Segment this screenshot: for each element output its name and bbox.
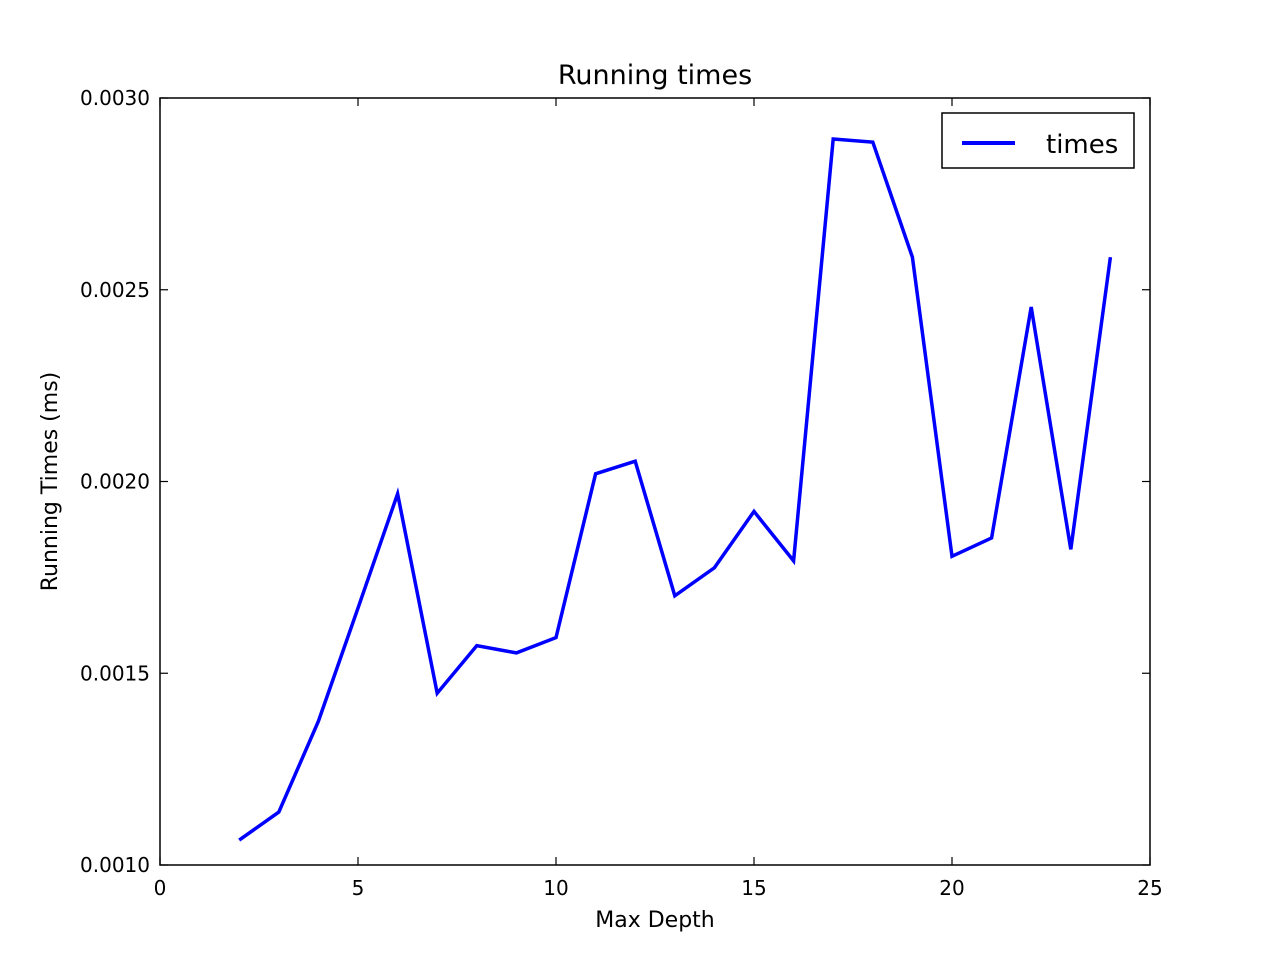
y-tick-label: 0.0020 (80, 470, 150, 494)
legend-label-times: times (1046, 130, 1118, 160)
x-tick-label: 5 (352, 876, 365, 900)
plot-area (159, 97, 1151, 866)
x-axis-title: Max Depth (595, 908, 715, 933)
series-line-times (238, 137, 1113, 842)
tick-marks (159, 97, 1151, 866)
plot-frame (159, 97, 1151, 866)
y-tick-label: 0.0030 (80, 86, 150, 110)
y-axis-title: Running Times (ms) (38, 372, 63, 592)
x-tick-label: 20 (939, 876, 964, 900)
x-tick-label: 0 (154, 876, 167, 900)
tick-labels: 0 5 10 15 20 25 0.0010 0.0015 0.0020 0.0025 0.0030 (80, 86, 1163, 900)
series-layer (238, 137, 1113, 842)
legend: times (941, 112, 1135, 169)
chart-title: Running times (558, 60, 752, 91)
legend-box (941, 112, 1135, 169)
y-tick-label: 0.0010 (80, 853, 150, 877)
y-tick-label: 0.0025 (80, 278, 150, 302)
x-tick-label: 25 (1137, 876, 1162, 900)
x-tick-label: 10 (543, 876, 568, 900)
x-tick-label: 15 (741, 876, 766, 900)
y-tick-label: 0.0015 (80, 661, 150, 685)
